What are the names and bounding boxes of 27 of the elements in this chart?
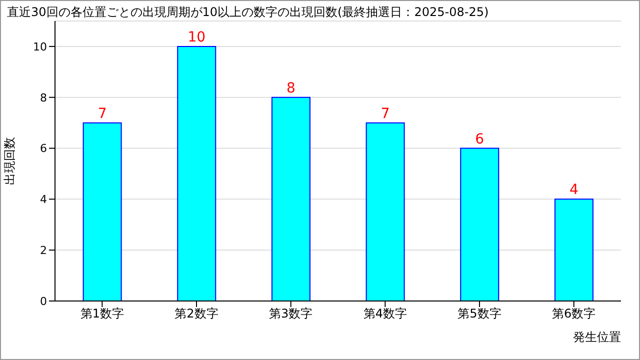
data-label: 7 bbox=[380, 106, 390, 122]
x-tick-label: 第1数字 bbox=[80, 306, 124, 321]
x-tick-label: 第5数字 bbox=[458, 306, 502, 321]
x-tick-label: 第2数字 bbox=[174, 306, 218, 321]
bar bbox=[271, 96, 310, 301]
y-tick-label: 6 bbox=[40, 142, 47, 156]
bar bbox=[554, 198, 594, 301]
data-label: 6 bbox=[475, 131, 484, 148]
y-tick-label: 2 bbox=[40, 244, 47, 257]
y-tick-label: 8 bbox=[40, 91, 47, 104]
data-label: 10 bbox=[188, 29, 206, 46]
data-label: 4 bbox=[570, 182, 579, 198]
data-label: 7 bbox=[98, 106, 107, 122]
bar bbox=[460, 148, 500, 301]
x-tick-label: 第6数字 bbox=[552, 306, 596, 321]
bar bbox=[366, 122, 405, 301]
x-tick-label: 第3数字 bbox=[269, 306, 313, 321]
data-label: 8 bbox=[286, 80, 296, 96]
x-axis-title: 発生位置 bbox=[573, 330, 621, 344]
y-tick-label: 0 bbox=[40, 294, 47, 308]
y-tick-label: 4 bbox=[40, 193, 47, 206]
chart-title: 直近30回の各位置ごとの出現周期が10以上の数字の出現回数(最終抽選日：2025-08-25) bbox=[7, 4, 489, 21]
x-tick-label: 第4数字 bbox=[363, 306, 407, 321]
bar bbox=[177, 46, 216, 301]
y-tick-label: 10 bbox=[33, 40, 47, 54]
bar bbox=[82, 122, 122, 301]
y-axis-title: 出現回数 bbox=[2, 137, 16, 185]
